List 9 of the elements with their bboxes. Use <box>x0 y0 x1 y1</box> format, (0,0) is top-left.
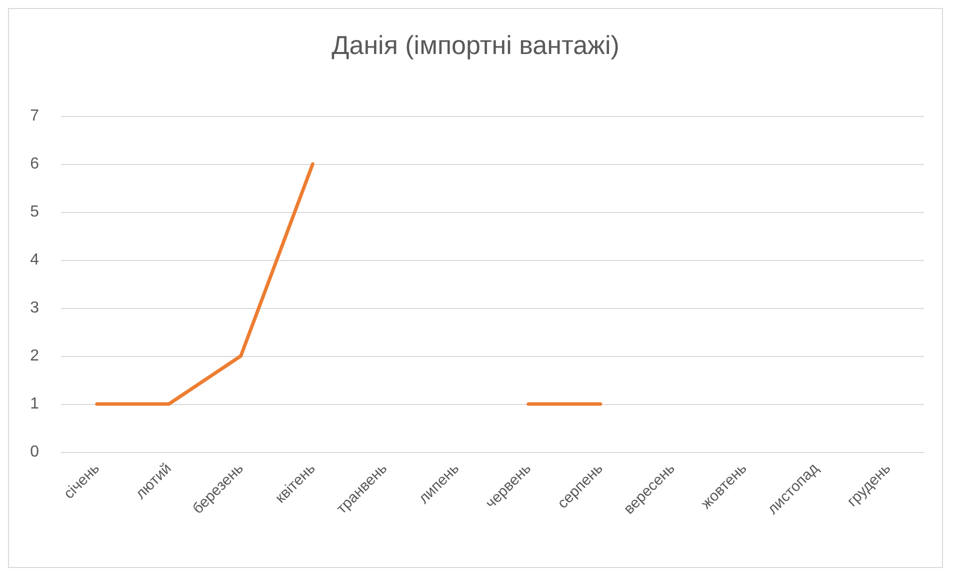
chart-title: Данія (імпортні вантажі) <box>332 30 620 60</box>
y-tick-label: 4 <box>30 252 40 268</box>
y-tick-label: 1 <box>30 396 40 412</box>
y-tick-label: 0 <box>30 444 40 460</box>
y-tick-label: 6 <box>30 156 40 172</box>
y-tick-label: 5 <box>30 204 40 220</box>
y-tick-label: 2 <box>30 348 40 364</box>
y-tick-label: 3 <box>30 300 40 316</box>
y-tick-label: 7 <box>30 108 40 124</box>
